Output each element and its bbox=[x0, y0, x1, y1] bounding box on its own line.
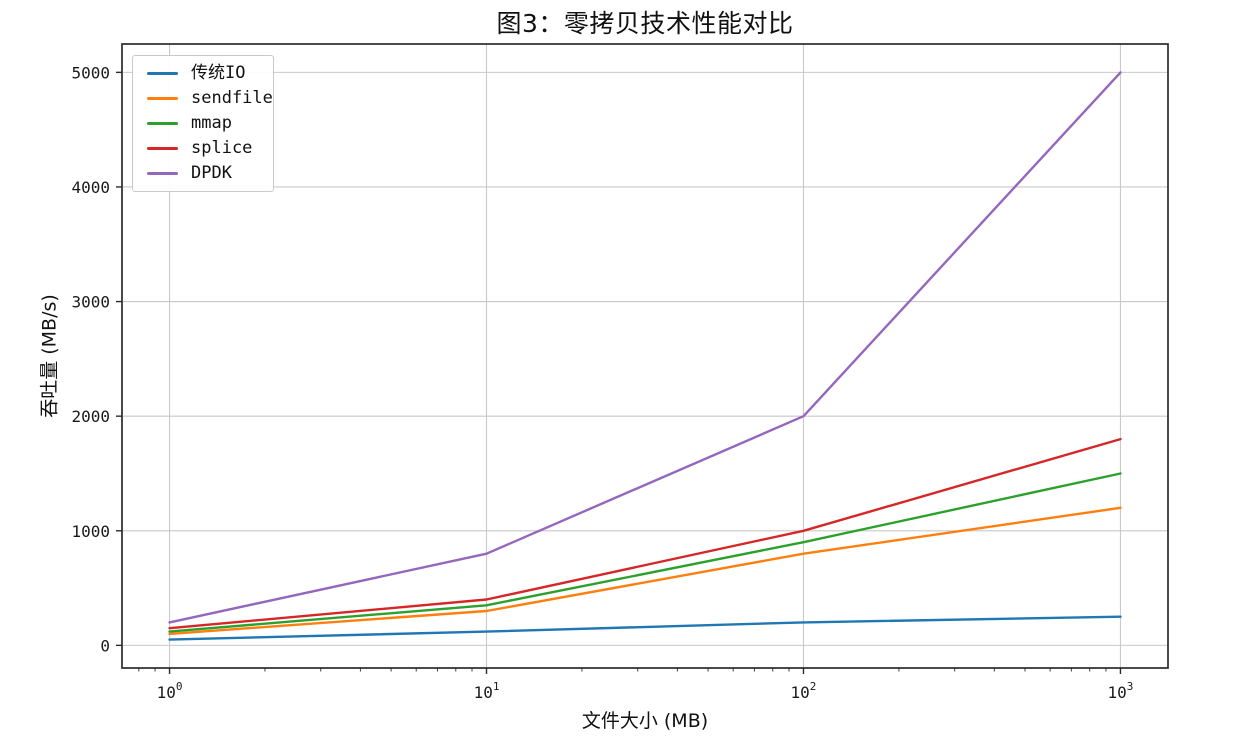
legend-item: splice bbox=[147, 136, 273, 161]
series-line-DPDK bbox=[168, 71, 1122, 624]
legend-item: DPDK bbox=[147, 161, 273, 186]
legend-label: DPDK bbox=[191, 163, 232, 183]
series-line-splice bbox=[168, 437, 1122, 630]
legend-label: splice bbox=[191, 138, 253, 158]
y-tick-label: 5000 bbox=[71, 63, 110, 82]
legend-label: sendfile bbox=[191, 88, 273, 108]
y-tick-label: 2000 bbox=[71, 407, 110, 426]
legend-line-swatch bbox=[147, 172, 178, 175]
y-tick-label: 1000 bbox=[71, 522, 110, 541]
x-tick-label: 101 bbox=[474, 680, 500, 702]
x-axis-label: 文件大小 (MB) bbox=[581, 710, 709, 732]
legend-line-swatch bbox=[147, 147, 178, 150]
legend-item: mmap bbox=[147, 111, 273, 136]
legend-line-swatch bbox=[147, 122, 178, 125]
legend-item: sendfile bbox=[147, 86, 273, 111]
y-tick-label: 3000 bbox=[71, 293, 110, 312]
x-tick-label: 100 bbox=[157, 680, 183, 702]
series-line-sendfile bbox=[168, 506, 1122, 636]
chart-title: 图3：零拷贝技术性能对比 bbox=[496, 9, 794, 38]
x-tick-label: 103 bbox=[1108, 680, 1134, 702]
legend-item: 传统IO bbox=[147, 61, 273, 86]
y-tick-label: 0 bbox=[100, 636, 110, 655]
legend: 传统IO sendfile mmap splice DPDK bbox=[132, 55, 274, 192]
legend-label: 传统IO bbox=[191, 63, 246, 83]
legend-line-swatch bbox=[147, 72, 178, 75]
series-line-mmap bbox=[168, 472, 1122, 633]
legend-line-swatch bbox=[147, 97, 178, 100]
legend-label: mmap bbox=[191, 113, 232, 133]
x-tick-label: 102 bbox=[791, 680, 817, 702]
y-axis-label: 吞吐量 (MB/s) bbox=[38, 294, 61, 418]
series-line-传统IO bbox=[168, 615, 1122, 641]
plot-border bbox=[121, 43, 1169, 669]
y-tick-label: 4000 bbox=[71, 178, 110, 197]
